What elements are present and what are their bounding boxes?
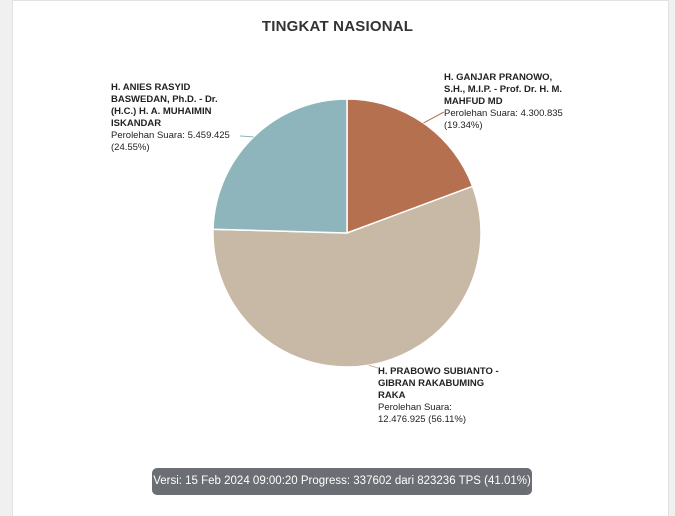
slice-percent-ganjar: (19.34%) — [444, 120, 483, 131]
slice-votes-anies: Perolehan Suara: 5.459.425 — [111, 130, 230, 141]
slice-name-ganjar: H. GANJAR PRANOWO, S.H., M.I.P. - Prof. … — [444, 72, 563, 107]
slice-name-anies: H. ANIES RASYID BASWEDAN, Ph.D. - Dr. (H… — [111, 82, 218, 129]
pie-slice-ganjar[interactable] — [346, 98, 474, 235]
slice-name-prabowo: H. PRABOWO SUBIANTO - GIBRAN RAKABUMING … — [378, 366, 499, 401]
slice-label-anies: H. ANIES RASYID BASWEDAN, Ph.D. - Dr. (H… — [111, 82, 241, 154]
chart-title: TINGKAT NASIONAL — [261, 18, 414, 35]
slice-percent-prabowo: 12.476.925 (56.11%) — [378, 414, 467, 425]
leader-line-ganjar — [423, 111, 445, 124]
leader-line-prabowo — [368, 364, 379, 369]
leader-line-anies — [239, 135, 254, 138]
pie-slice-anies[interactable] — [212, 98, 348, 234]
slice-label-prabowo: H. PRABOWO SUBIANTO - GIBRAN RAKABUMING … — [378, 366, 503, 426]
version-progress-badge: Versi: 15 Feb 2024 09:00:20 Progress: 33… — [152, 468, 532, 495]
slice-votes-prabowo: Perolehan Suara: — [378, 402, 452, 413]
slice-votes-ganjar: Perolehan Suara: 4.300.835 — [444, 108, 563, 119]
slice-percent-anies: (24.55%) — [111, 142, 150, 153]
slice-label-ganjar: H. GANJAR PRANOWO, S.H., M.I.P. - Prof. … — [444, 72, 574, 132]
